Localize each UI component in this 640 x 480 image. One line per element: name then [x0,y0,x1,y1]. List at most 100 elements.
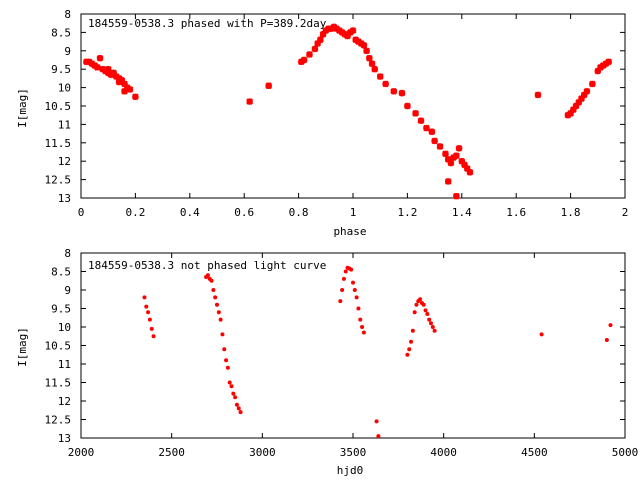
data-point [340,288,345,292]
y-axis-ticks: 8 8.5 9 9.5 10 10.5 11 11.5 12 12.5 13 [45,8,625,205]
data-point [578,95,585,102]
data-point [234,402,239,407]
data-point [209,278,214,283]
data-point [390,87,398,95]
x-axis-label: phase [333,225,366,238]
data-point [461,161,468,169]
data-point [414,302,419,307]
x-axis-ticks: 0 0.2 0.4 0.6 0.8 1 1.2 1.4 1.6 1.8 2 [78,14,629,219]
data-point [222,347,227,352]
data-point [431,137,438,145]
data-point [104,65,112,73]
x-tick-label: 2 [622,206,629,219]
data-point [539,332,544,337]
data-point [444,156,452,163]
y-tick-label: 12 [58,155,71,168]
data-point [583,87,591,95]
y-axis-label: I[mag] [16,88,29,128]
data-point [382,80,389,88]
data-point [351,280,355,285]
data-point [317,36,324,44]
data-point [418,297,423,302]
data-point [306,51,313,58]
data-point [594,67,602,75]
y-tick-label: 12.5 [45,414,72,427]
raw-light-curve-panel: 2000 2500 3000 3500 4000 4500 5000 8 8.5 9 9.5 10 1… [16,247,638,477]
data-point [343,269,348,274]
y-tick-label: 10 [58,321,71,334]
data-point [604,337,609,342]
data-point [376,73,384,80]
x-tick-label: 2500 [158,446,185,459]
data-point [430,325,435,329]
data-point [589,80,596,88]
data-point [338,299,343,304]
y-tick-label: 10.5 [45,340,72,353]
y-tick-label: 9.5 [51,303,71,316]
data-point [360,325,365,329]
data-point [447,159,455,167]
data-point [436,143,444,150]
data-point [534,91,542,99]
data-point [213,295,218,300]
data-point [211,288,216,292]
data-point [358,317,363,322]
data-point [121,80,128,88]
x-tick-label: 0.8 [289,206,309,219]
data-point [319,30,327,38]
x-tick-label: 5000 [612,446,639,459]
data-point [453,192,460,200]
data-point [417,117,425,125]
data-point [453,152,460,160]
data-point [567,110,574,117]
data-point [216,310,221,315]
data-point [365,54,373,62]
data-point [463,165,471,172]
y-tick-label: 11 [58,358,71,371]
data-point [360,41,368,49]
data-point [215,302,219,307]
y-tick-label: 9 [64,45,71,58]
data-point [442,150,449,158]
x-tick-label: 1.6 [506,206,526,219]
data-points [142,265,613,439]
data-point [569,106,577,114]
data-point [410,328,415,333]
y-axis-ticks: 8 8.5 9 9.5 10 10.5 11 11.5 12 12.5 13 [45,247,625,445]
data-points [83,23,613,200]
data-point [265,82,273,90]
y-tick-label: 12 [58,395,71,408]
data-point [376,434,381,439]
y-axis-label: I[mag] [16,327,29,367]
data-point [246,98,253,105]
data-point [412,110,419,117]
data-point [121,87,128,95]
data-point [229,384,234,389]
data-point [428,128,436,136]
x-tick-label: 0 [78,206,85,219]
data-point [110,71,117,79]
data-point [423,124,430,132]
data-point [371,65,379,73]
x-tick-label: 0.4 [180,206,200,219]
data-point [96,54,104,62]
phased-light-curve-panel: 0 0.2 0.4 0.6 0.8 1 1.2 1.4 1.6 1.8 2 8 8.5 9 9.5 10 10… [16,8,628,238]
y-tick-label: 10.5 [45,100,72,113]
y-tick-label: 8 [64,8,71,21]
data-point [144,304,149,309]
data-point [344,32,351,40]
data-point [311,45,319,53]
data-point [224,358,229,363]
x-tick-label: 0.6 [234,206,254,219]
y-tick-label: 13 [58,192,71,205]
data-point [412,310,417,315]
data-point [341,276,346,281]
data-point [404,102,411,110]
data-point [349,27,357,34]
x-tick-label: 3000 [249,446,276,459]
data-point [580,91,588,99]
chart-title: 184559-0538.3 not phased light curve [88,259,326,272]
chart-title: 184559-0538.3 phased with P=389.2day [88,17,327,30]
y-tick-label: 11 [58,118,71,131]
